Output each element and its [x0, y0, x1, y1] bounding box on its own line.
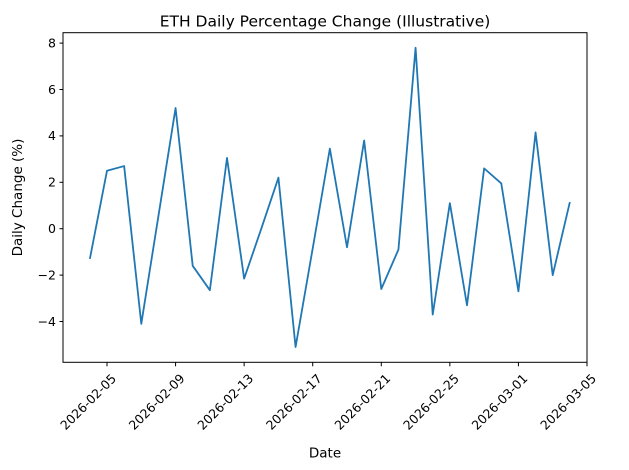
- data-line-eth: [88, 46, 571, 348]
- plot-area-border: [62, 32, 588, 363]
- x-tick-label: 2026-02-21: [331, 371, 393, 433]
- y-tick-label: −2: [38, 267, 56, 282]
- y-tick-label: 0: [48, 221, 56, 236]
- x-tick-label: 2026-02-17: [263, 371, 325, 433]
- y-tick-label: −4: [38, 314, 56, 329]
- x-tick-label: 2026-02-25: [400, 371, 462, 433]
- x-tick-label: 2026-02-05: [57, 371, 119, 433]
- x-tick-label: 2026-02-09: [126, 371, 188, 433]
- y-tick-label: 8: [48, 35, 56, 50]
- y-tick-label: 6: [48, 82, 56, 97]
- x-axis-label: Date: [309, 446, 341, 462]
- x-tick-label: 2026-03-05: [537, 371, 599, 433]
- x-axis-ticks: 2026-02-05 2026-02-09 2026-02-13 2026-02-17…: [57, 362, 599, 433]
- y-tick-label: 2: [48, 175, 56, 190]
- x-tick-label: 2026-02-13: [194, 371, 256, 433]
- chart-title: ETH Daily Percentage Change (Illustrativ…: [160, 13, 491, 31]
- y-axis-ticks: 8 6 4 2 0 −2 −4: [38, 35, 63, 329]
- y-axis-label: Daily Change (%): [10, 139, 26, 257]
- x-tick-label: 2026-03-01: [469, 371, 531, 433]
- y-tick-label: 4: [48, 128, 56, 143]
